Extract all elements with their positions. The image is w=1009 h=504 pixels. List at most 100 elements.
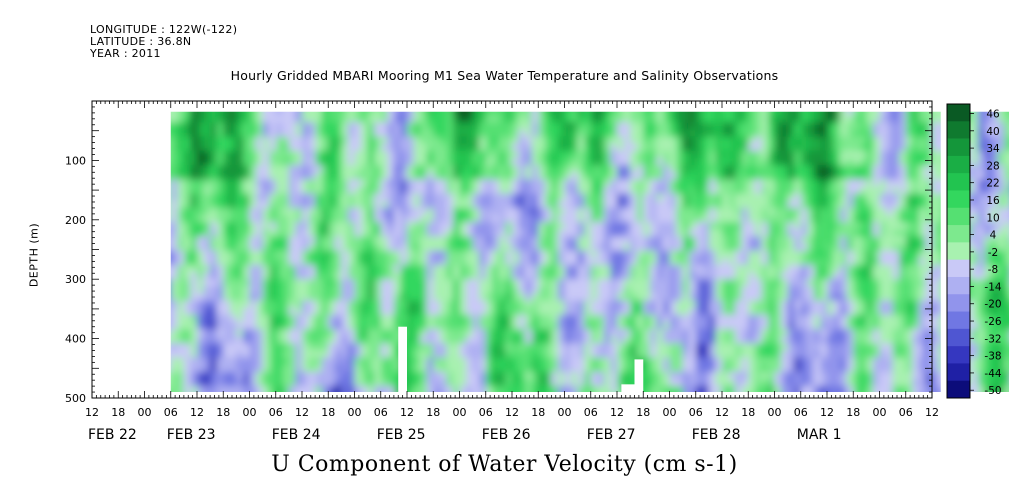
heatmap-cell: [203, 371, 212, 380]
heatmap-cell: [932, 158, 940, 166]
heatmap-cell: [892, 222, 901, 230]
heatmap-cell: [807, 136, 815, 145]
heatmap-cell: [295, 229, 303, 237]
heatmap-cell: [912, 300, 920, 309]
heatmap-cell: [787, 207, 796, 216]
heatmap-cell: [197, 378, 205, 387]
heatmap-cell: [886, 314, 894, 323]
heatmap-cell: [630, 350, 638, 358]
heatmap-cell: [321, 272, 330, 280]
heatmap-cell: [892, 136, 901, 145]
heatmap-cell: [872, 179, 881, 187]
heatmap-cell: [571, 293, 579, 301]
heatmap-cell: [269, 300, 277, 309]
heatmap-cell: [590, 364, 599, 373]
heatmap-cell: [800, 279, 809, 287]
heatmap-cell: [446, 186, 454, 194]
heatmap-cell: [420, 329, 428, 337]
heatmap-cell: [459, 172, 467, 180]
heatmap-cell: [630, 279, 638, 287]
heatmap-cell: [557, 257, 566, 266]
heatmap-cell: [459, 343, 467, 351]
heatmap-cell: [557, 150, 566, 159]
heatmap-cell: [321, 350, 330, 358]
heatmap-cell: [518, 357, 527, 366]
heatmap-cell: [380, 343, 389, 351]
heatmap-cell: [643, 129, 651, 137]
heatmap-cell: [715, 321, 723, 330]
heatmap-cell: [512, 350, 520, 358]
heatmap-cell: [853, 264, 861, 273]
heatmap-cell: [413, 143, 422, 152]
heatmap-cell: [512, 314, 520, 323]
heatmap-cell: [308, 158, 317, 166]
heatmap-cell: [229, 236, 238, 244]
heatmap-cell: [492, 329, 500, 337]
heatmap-cell: [367, 286, 376, 294]
heatmap-cell: [807, 371, 815, 380]
heatmap-cell: [649, 179, 658, 187]
heatmap-cell: [695, 165, 704, 173]
heatmap-cell: [761, 314, 769, 323]
heatmap-cell: [203, 386, 212, 393]
heatmap-cell: [512, 357, 520, 366]
heatmap-cell: [833, 165, 842, 173]
heatmap-cell: [295, 150, 303, 159]
heatmap-cell: [479, 386, 487, 393]
heatmap-cell: [669, 378, 677, 387]
heatmap-cell: [794, 378, 802, 387]
heatmap-cell: [643, 243, 651, 251]
heatmap-cell: [518, 186, 527, 194]
heatmap-cell: [656, 386, 664, 393]
heatmap-cell: [689, 386, 697, 393]
heatmap-cell: [197, 229, 205, 237]
heatmap-cell: [702, 264, 710, 273]
heatmap-cell: [288, 236, 297, 244]
heatmap-cell: [781, 350, 789, 358]
heatmap-cell: [170, 293, 179, 301]
heatmap-cell: [892, 215, 901, 223]
heatmap-cell: [334, 115, 343, 123]
heatmap-cell: [328, 186, 336, 194]
heatmap-cell: [781, 165, 789, 173]
heatmap-cell: [728, 329, 737, 337]
heatmap-cell: [590, 264, 599, 273]
heatmap-cell: [551, 257, 559, 266]
heatmap-cell: [518, 236, 527, 244]
heatmap-cell: [603, 329, 612, 337]
heatmap-cell: [886, 272, 894, 280]
heatmap-cell: [518, 386, 527, 393]
heatmap-cell: [584, 307, 592, 316]
heatmap-cell: [498, 343, 507, 351]
heatmap-cell: [512, 193, 520, 202]
heatmap-cell: [617, 111, 625, 116]
heatmap-cell: [315, 378, 323, 387]
heatmap-cell: [288, 272, 297, 280]
heatmap-cell: [892, 111, 901, 116]
heatmap-cell: [538, 257, 546, 266]
heatmap-cell: [177, 122, 185, 130]
heatmap-cell: [321, 122, 330, 130]
heatmap-cell: [380, 357, 389, 366]
heatmap-cell: [748, 343, 756, 351]
heatmap-cell: [479, 236, 487, 244]
heatmap-cell: [584, 111, 592, 116]
heatmap-cell: [380, 364, 389, 373]
heatmap-cell: [262, 129, 271, 137]
heatmap-cell: [446, 207, 454, 216]
heatmap-cell: [610, 364, 618, 373]
heatmap-cell: [735, 386, 743, 393]
heatmap-cell: [433, 150, 441, 159]
heatmap-cell: [472, 293, 481, 301]
heatmap-cell: [853, 393, 861, 400]
heatmap-cell: [223, 215, 231, 223]
heatmap-cell: [367, 378, 376, 387]
heatmap-cell: [367, 136, 376, 145]
heatmap-cell: [689, 158, 697, 166]
heatmap-cell: [452, 321, 461, 330]
heatmap-cell: [899, 336, 907, 344]
heatmap-cell: [571, 215, 579, 223]
heatmap-cell: [275, 357, 284, 366]
heatmap-cell: [170, 129, 172, 137]
heatmap-cell: [433, 143, 441, 152]
